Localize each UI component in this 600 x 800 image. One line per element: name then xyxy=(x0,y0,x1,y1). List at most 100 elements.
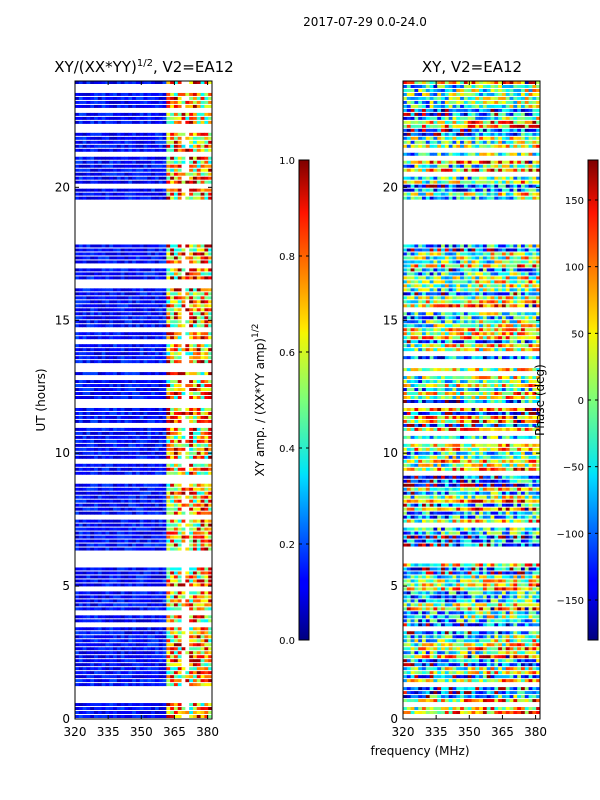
heatmap-cell xyxy=(192,392,198,396)
heatmap-cell xyxy=(105,360,110,364)
heatmap-cell xyxy=(154,651,160,655)
heatmap-cell xyxy=(82,96,87,100)
heatmap-cell xyxy=(113,300,118,304)
heatmap-cell xyxy=(181,619,186,623)
colorbar-tick-label: 0.0 xyxy=(279,636,295,647)
heatmap-cell xyxy=(410,615,415,619)
heatmap-cell xyxy=(173,388,179,392)
heatmap-cell xyxy=(181,471,186,475)
heatmap-cell xyxy=(113,435,118,439)
heatmap-cell xyxy=(139,356,144,360)
heatmap-cell xyxy=(86,511,91,515)
heatmap-cell xyxy=(132,380,137,384)
heatmap-cell xyxy=(82,535,87,539)
heatmap-cell xyxy=(463,691,469,695)
heatmap-cell xyxy=(105,671,110,675)
heatmap-cell xyxy=(90,352,95,356)
heatmap-cell xyxy=(86,312,91,316)
heatmap-cell xyxy=(113,168,118,172)
heatmap-cell xyxy=(139,627,144,631)
heatmap-cell xyxy=(94,316,99,320)
heatmap-cell xyxy=(147,156,152,160)
heatmap-cell xyxy=(94,148,99,152)
heatmap-cell xyxy=(189,396,194,399)
heatmap-cell xyxy=(166,336,171,340)
heatmap-cell xyxy=(154,499,160,503)
heatmap-cell xyxy=(143,160,148,164)
heatmap-cell xyxy=(101,683,106,687)
heatmap-cell xyxy=(189,196,194,200)
heatmap-cell xyxy=(162,196,167,200)
heatmap-cell xyxy=(200,535,205,539)
heatmap-cell xyxy=(101,104,106,108)
heatmap-cell xyxy=(177,547,182,551)
heatmap-cell xyxy=(135,415,141,419)
heatmap-cell xyxy=(132,575,137,579)
heatmap-cell xyxy=(173,411,179,415)
heatmap-cell xyxy=(173,523,179,527)
heatmap-cell xyxy=(185,336,190,340)
heatmap-cell xyxy=(185,396,190,399)
heatmap-cell xyxy=(192,711,198,715)
heatmap-cell xyxy=(94,435,99,439)
heatmap-cell xyxy=(151,160,156,164)
heatmap-cell xyxy=(116,132,122,136)
heatmap-cell xyxy=(90,599,95,603)
heatmap-cell xyxy=(97,655,103,659)
heatmap-cell xyxy=(181,659,186,663)
heatmap-cell xyxy=(498,695,503,699)
heatmap-cell xyxy=(90,320,95,324)
heatmap-cell xyxy=(97,320,103,324)
heatmap-cell xyxy=(132,547,137,551)
heatmap-cell xyxy=(124,435,129,439)
heatmap-cell xyxy=(101,439,106,443)
heatmap-cell xyxy=(166,651,171,655)
heatmap-cell xyxy=(116,579,122,583)
heatmap-cell xyxy=(128,431,133,435)
heatmap-cell xyxy=(162,268,167,272)
heatmap-cell xyxy=(185,388,190,392)
heatmap-cell xyxy=(517,623,522,627)
heatmap-cell xyxy=(120,380,125,384)
heatmap-cell xyxy=(128,435,133,439)
heatmap-cell xyxy=(196,256,201,260)
heatmap-cell xyxy=(189,467,194,471)
heatmap-cell xyxy=(204,575,209,579)
heatmap-cell xyxy=(166,439,171,443)
heatmap-cell xyxy=(147,715,152,718)
heatmap-cell xyxy=(200,92,205,96)
heatmap-cell xyxy=(200,120,205,124)
heatmap-cell xyxy=(406,619,412,623)
heatmap-cell xyxy=(82,671,87,675)
heatmap-cell xyxy=(113,507,118,511)
heatmap-cell xyxy=(75,396,80,399)
heatmap-cell xyxy=(162,348,167,352)
heatmap-cell xyxy=(139,443,144,447)
heatmap-cell xyxy=(113,667,118,671)
heatmap-cell xyxy=(498,619,503,623)
heatmap-cell xyxy=(208,336,212,340)
heatmap-cell xyxy=(509,655,514,659)
heatmap-cell xyxy=(139,435,144,439)
heatmap-cell xyxy=(132,92,137,96)
heatmap-cell xyxy=(200,627,205,631)
heatmap-cell xyxy=(124,92,129,96)
heatmap-cell xyxy=(185,667,190,671)
heatmap-cell xyxy=(189,140,194,144)
heatmap-cell xyxy=(185,144,190,148)
heatmap-cell xyxy=(97,168,103,172)
heatmap-cell xyxy=(532,671,537,675)
heatmap-cell xyxy=(105,81,110,84)
heatmap-cell xyxy=(128,160,133,164)
heatmap-cell xyxy=(498,651,503,655)
heatmap-cell xyxy=(139,415,144,419)
heatmap-cell xyxy=(147,300,152,304)
heatmap-cell xyxy=(158,140,163,144)
heatmap-cell xyxy=(185,268,190,272)
heatmap-cell xyxy=(90,491,95,495)
heatmap-cell xyxy=(177,715,182,718)
heatmap-cell xyxy=(154,372,160,376)
heatmap-cell xyxy=(162,579,167,583)
heatmap-cell xyxy=(490,655,495,659)
heatmap-cell xyxy=(105,427,110,431)
